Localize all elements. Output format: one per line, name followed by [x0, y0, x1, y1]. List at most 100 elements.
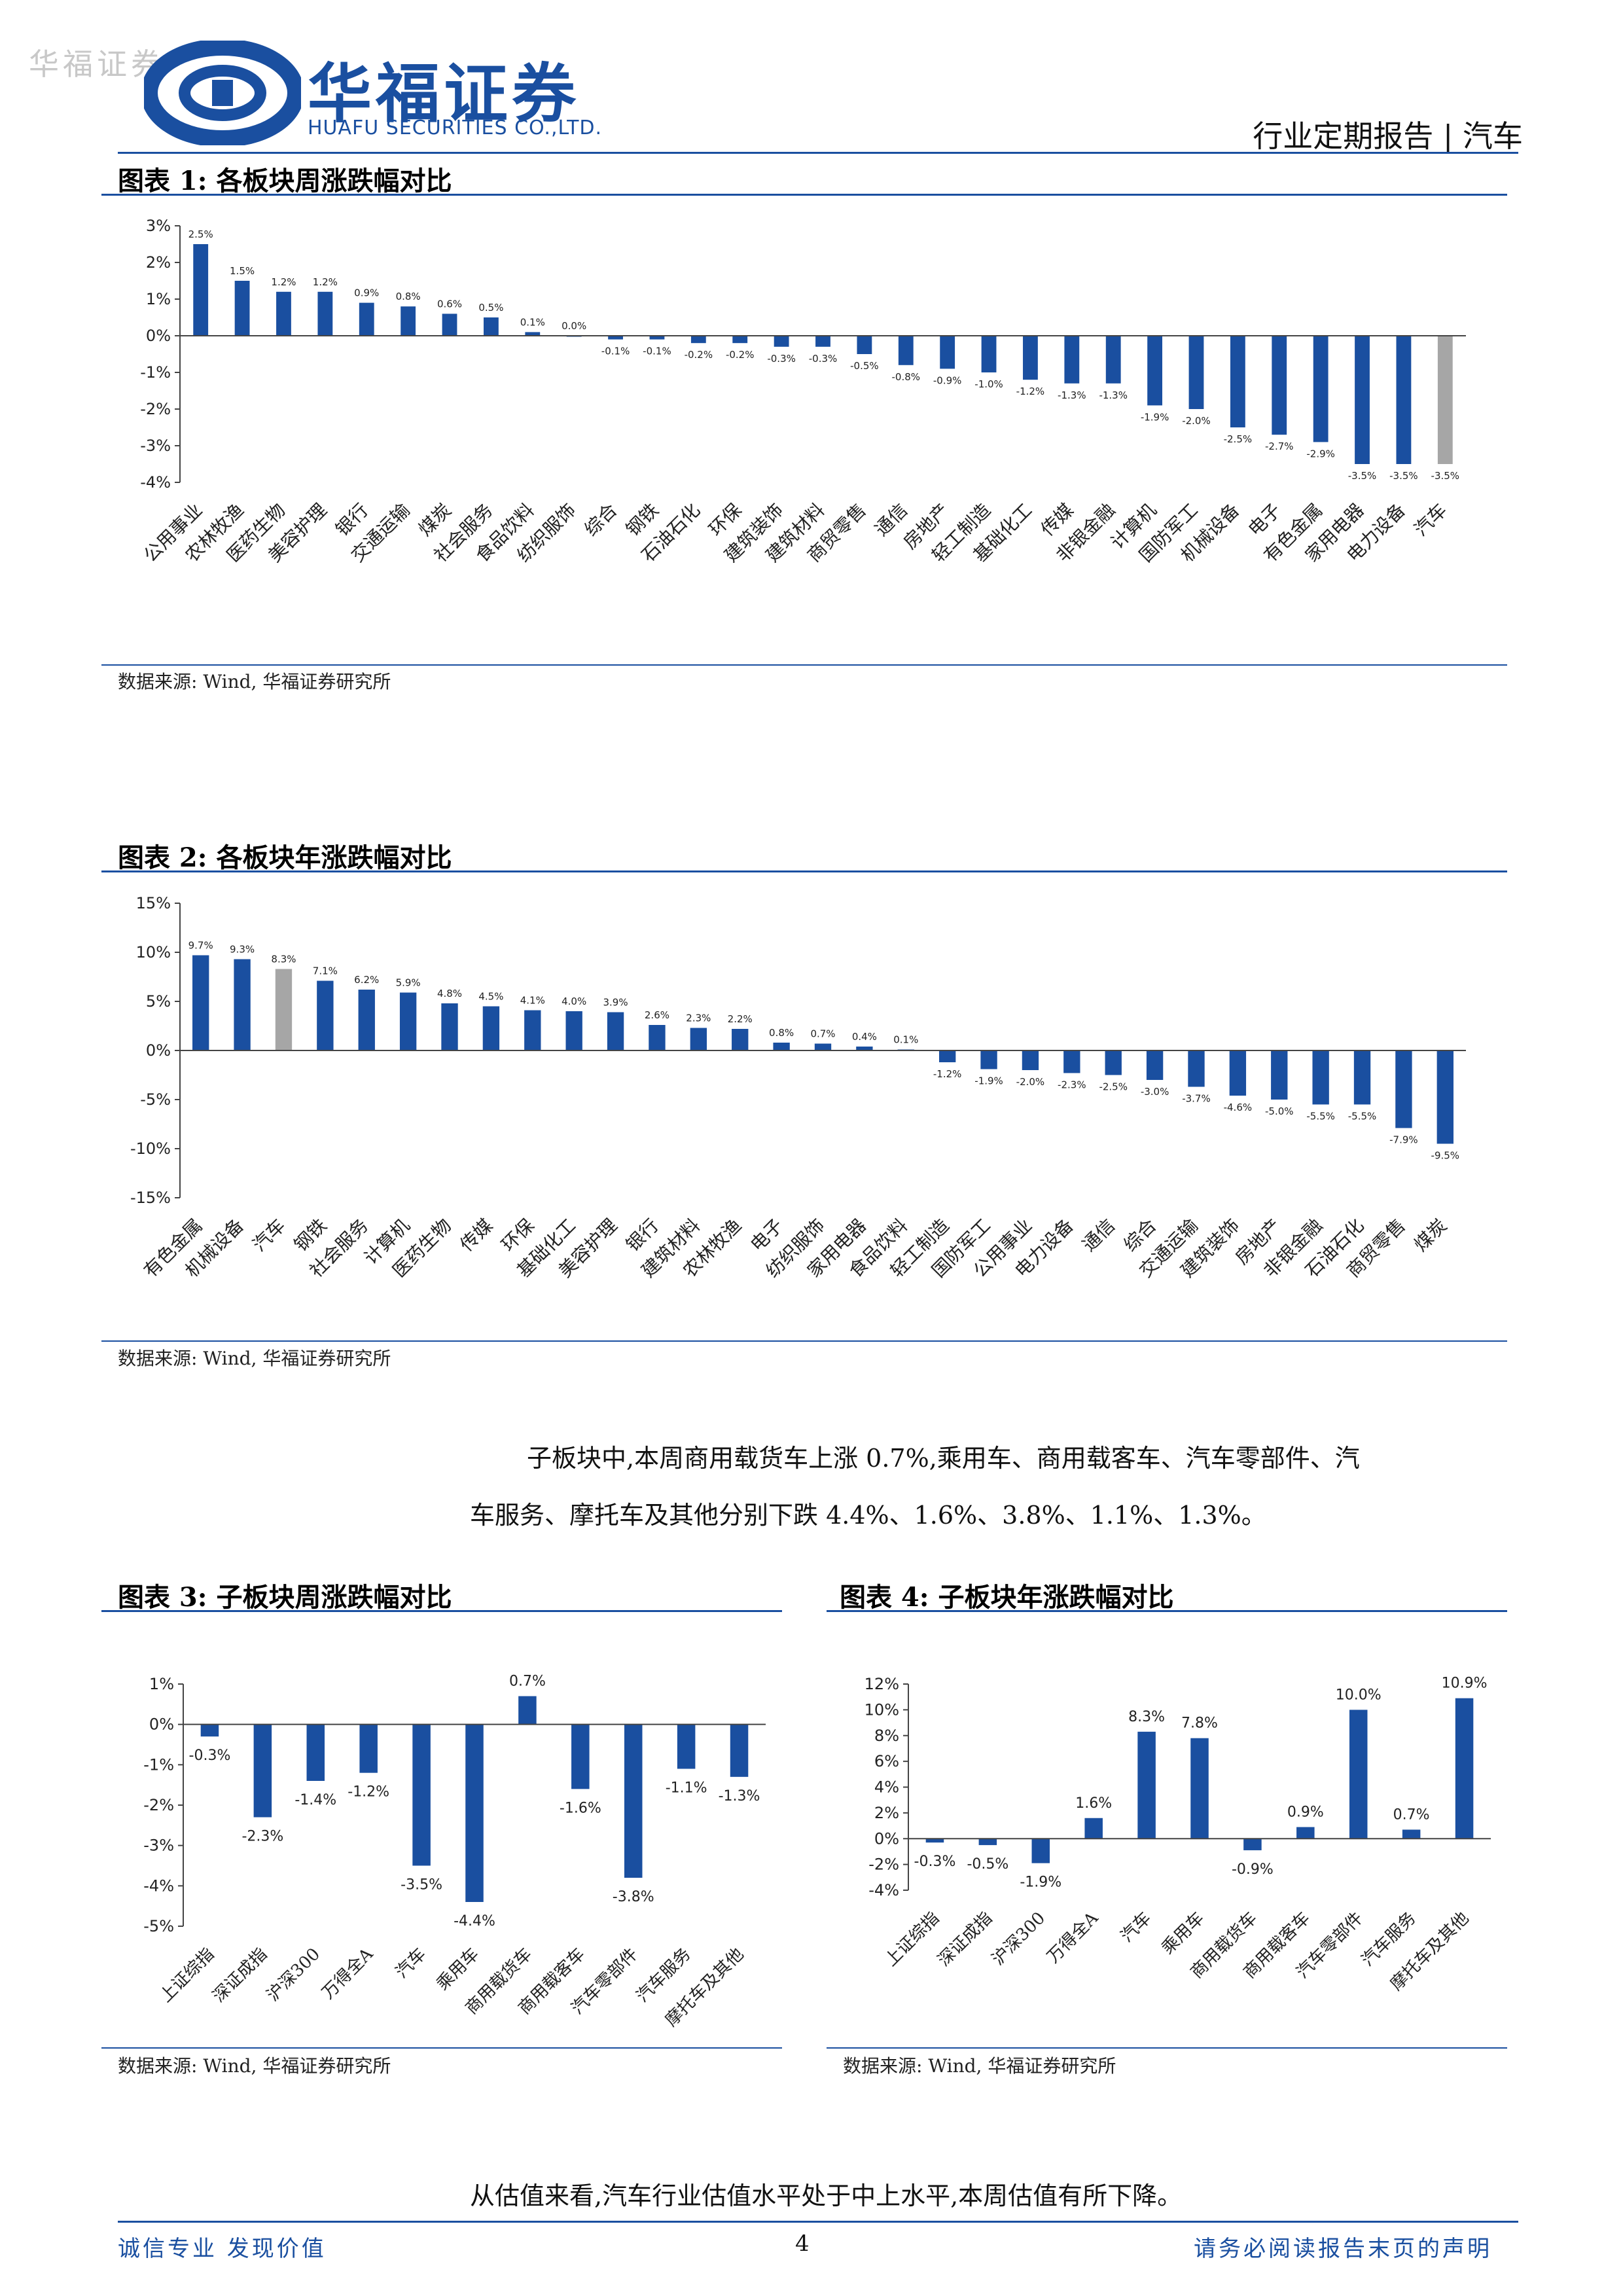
- bar: [442, 314, 457, 336]
- bar: [732, 1029, 749, 1050]
- bar: [730, 1724, 749, 1777]
- data-label: -1.9%: [974, 1075, 1003, 1087]
- figure-1-title: 图表 1: 各板块周涨跌幅对比: [118, 166, 452, 196]
- y-tick-label: 0%: [149, 1715, 174, 1734]
- watermark: 华福证券: [29, 46, 165, 82]
- bar: [317, 291, 333, 336]
- data-label: 5.9%: [396, 977, 421, 989]
- data-label: 0.1%: [893, 1034, 918, 1046]
- bar: [399, 992, 417, 1050]
- bar: [898, 336, 914, 365]
- data-label: 2.6%: [645, 1009, 669, 1021]
- figure-3-title: 图表 3: 子板块周涨跌幅对比: [118, 1582, 452, 1613]
- y-tick-label: 10%: [136, 943, 171, 961]
- data-label: 8.3%: [271, 954, 296, 965]
- data-label: -3.5%: [1389, 470, 1418, 482]
- bar: [607, 1012, 624, 1050]
- y-tick-label: -4%: [868, 1881, 899, 1899]
- bar: [1272, 336, 1287, 435]
- data-label: 0.5%: [478, 302, 503, 314]
- data-label: -3.8%: [613, 1889, 654, 1905]
- y-tick-label: -3%: [143, 1837, 174, 1855]
- data-label: 0.8%: [396, 291, 421, 302]
- category-label: 深证成指: [935, 1909, 997, 1971]
- figure-1-chart: 3%2%1%0%-1%-2%-3%-4%2.5%公用事业1.5%农林牧渔1.2%…: [139, 217, 1466, 566]
- data-label: 4.5%: [478, 991, 503, 1003]
- bar: [857, 336, 872, 354]
- bar: [925, 1839, 944, 1843]
- data-label: -1.1%: [666, 1780, 707, 1797]
- data-label: 0.6%: [437, 298, 462, 310]
- category-label: 汽车: [1117, 1909, 1155, 1946]
- y-tick-label: 0%: [874, 1829, 899, 1848]
- data-label: -0.9%: [933, 374, 962, 386]
- data-label: -0.5%: [850, 360, 879, 372]
- bar: [690, 336, 706, 344]
- bar: [483, 317, 499, 336]
- figure-2-title: 图表 2: 各板块年涨跌幅对比: [118, 842, 452, 873]
- data-label: 10.9%: [1442, 1676, 1488, 1692]
- data-label: -1.3%: [1099, 389, 1128, 401]
- data-label: -0.5%: [967, 1856, 1008, 1873]
- data-label: -0.3%: [914, 1854, 956, 1870]
- y-tick-label: -15%: [130, 1189, 171, 1207]
- data-label: 2.2%: [728, 1013, 753, 1025]
- data-label: -5.0%: [1265, 1105, 1294, 1117]
- bar: [234, 959, 251, 1050]
- bar: [1312, 1050, 1329, 1105]
- bar: [306, 1724, 325, 1781]
- y-tick-label: -1%: [143, 1755, 174, 1774]
- bar: [1437, 336, 1453, 464]
- footer-rule: [118, 2221, 1518, 2223]
- bar: [938, 1050, 956, 1062]
- bar: [649, 336, 665, 340]
- bar: [690, 1028, 707, 1050]
- figure-4-title: 图表 4: 子板块年涨跌幅对比: [840, 1582, 1174, 1613]
- data-label: -4.6%: [1224, 1102, 1253, 1113]
- logo-en: HUAFU SECURITIES CO.,LTD.: [308, 117, 603, 139]
- data-label: 8.3%: [1128, 1709, 1165, 1725]
- data-label: -2.5%: [1224, 433, 1253, 445]
- category-label: 万得全A: [1043, 1908, 1103, 1967]
- bar: [677, 1724, 696, 1769]
- data-label: -0.9%: [1232, 1861, 1274, 1878]
- data-label: -5.5%: [1348, 1111, 1377, 1122]
- category-label: 汽车: [392, 1945, 430, 1982]
- y-tick-label: -5%: [143, 1917, 174, 1935]
- figure-4-rule: [827, 1610, 1507, 1612]
- category-label: 深证成指: [209, 1945, 272, 2007]
- bar: [358, 990, 375, 1050]
- data-label: -3.5%: [1348, 470, 1377, 482]
- bar: [1064, 336, 1080, 384]
- data-label: -2.5%: [1099, 1081, 1128, 1093]
- bar: [1230, 336, 1245, 427]
- data-label: -1.6%: [560, 1800, 601, 1816]
- bar: [1146, 1050, 1164, 1080]
- figure-4-chart: 12% 10% 8% 6% 4% 2% 0% -2% -4% -0.3% 上证综指 -0.5% 深证成指…: [865, 1675, 1491, 1994]
- data-label: 0.7%: [509, 1674, 546, 1690]
- bar: [1229, 1050, 1247, 1096]
- bar: [1436, 1050, 1454, 1144]
- data-label: -3.5%: [1431, 470, 1460, 482]
- data-label: -1.3%: [1058, 389, 1086, 401]
- bar: [524, 1010, 541, 1050]
- figure-1-rule: [101, 194, 1507, 196]
- category-label: 上证综指: [156, 1945, 219, 2007]
- data-label: -0.3%: [809, 353, 838, 365]
- data-label: -0.8%: [892, 371, 921, 383]
- bar: [981, 336, 997, 372]
- bar: [1243, 1839, 1262, 1850]
- bar: [1188, 1050, 1205, 1087]
- data-label: -1.4%: [294, 1792, 336, 1808]
- bar: [940, 336, 955, 369]
- bar: [1396, 336, 1412, 464]
- bar: [1353, 1050, 1371, 1105]
- data-label: -7.9%: [1389, 1134, 1418, 1146]
- figure-2-source: 数据来源: Wind, 华福证券研究所: [118, 1348, 391, 1369]
- bar: [774, 336, 789, 347]
- y-tick-label: 4%: [874, 1778, 899, 1797]
- y-tick-label: -5%: [140, 1090, 171, 1109]
- data-label: 3.9%: [603, 997, 628, 1009]
- figure-3-chart: 1% 0% -1% -2% -3% -4% -5% -0.3% 上证综指 -2.3% 深证成指 -1.…: [143, 1674, 766, 2030]
- bar: [482, 1006, 500, 1050]
